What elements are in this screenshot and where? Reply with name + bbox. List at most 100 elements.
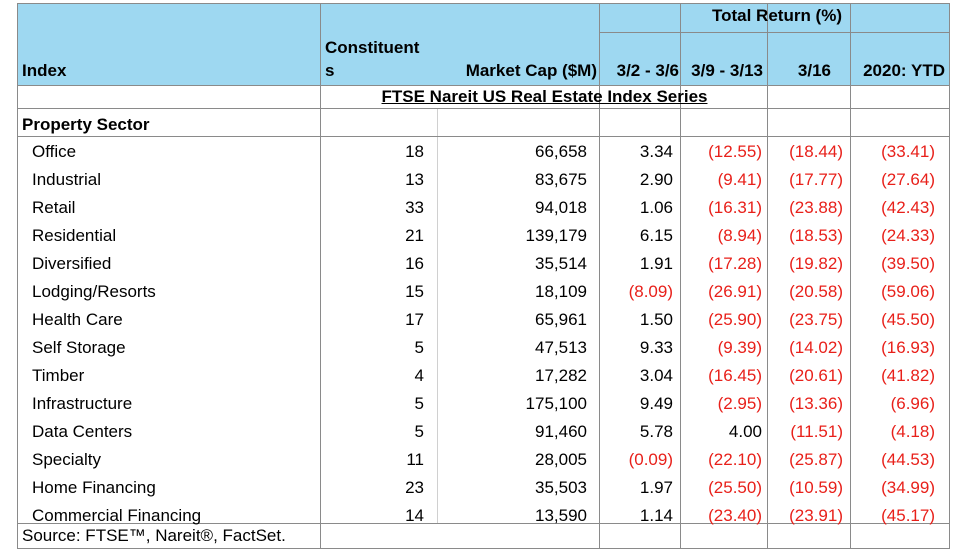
cell-market-cap: 91,460	[535, 422, 587, 441]
cell-r4: (4.18)	[890, 422, 935, 441]
cell-constituents: 11	[406, 450, 424, 469]
cell-constituents: 5	[414, 338, 424, 357]
period-header-2: 3/9 - 3/13	[691, 61, 763, 80]
cell-r3: (19.82)	[789, 254, 843, 273]
period-header-3: 3/16	[797, 61, 831, 80]
grid-vline	[17, 3, 18, 549]
grid-hline	[17, 108, 950, 109]
cell-r3: (18.44)	[789, 142, 843, 161]
grid-hline	[17, 548, 950, 549]
cell-r3: (11.51)	[790, 422, 843, 441]
constituents-header-line1: Constituent	[325, 38, 420, 57]
cell-r4: (59.06)	[881, 282, 935, 301]
cell-r2: (25.90)	[708, 310, 762, 329]
row-label: Data Centers	[32, 422, 133, 441]
row-label: Infrastructure	[32, 394, 133, 413]
cell-constituents: 23	[405, 478, 424, 497]
cell-r3: (13.36)	[789, 394, 843, 413]
grid-hline	[17, 523, 950, 524]
cell-r1: 9.49	[639, 394, 673, 413]
cell-r3: (20.58)	[789, 282, 843, 301]
cell-r2: (26.91)	[708, 282, 762, 301]
cell-constituents: 18	[405, 142, 424, 161]
cell-market-cap: 35,503	[535, 478, 587, 497]
cell-constituents: 33	[405, 198, 424, 217]
cell-r1: 3.34	[639, 142, 673, 161]
cell-r3: (10.59)	[789, 478, 843, 497]
cell-r1: 6.15	[639, 226, 673, 245]
grid-vline-inner	[437, 108, 438, 523]
cell-constituents: 5	[414, 394, 424, 413]
cell-r1: 5.78	[639, 422, 673, 441]
cell-market-cap: 35,514	[535, 254, 587, 273]
row-label: Specialty	[32, 450, 101, 469]
cell-r2: (25.50)	[708, 478, 762, 497]
cell-r2: (12.55)	[708, 142, 762, 161]
cell-r4: (27.64)	[881, 170, 935, 189]
cell-r4: (33.41)	[881, 142, 935, 161]
total-return-header: Total Return (%)	[711, 6, 842, 25]
returns-table: Total Return (%) Index Constituent s Mar…	[17, 3, 950, 549]
cell-r3: (20.61)	[789, 366, 843, 385]
cell-constituents: 13	[405, 170, 424, 189]
index-header: Index	[22, 61, 67, 80]
cell-r1: 1.14	[639, 506, 673, 525]
cell-r3: (23.75)	[789, 310, 843, 329]
grid-vline	[680, 3, 681, 549]
cell-constituents: 21	[405, 226, 424, 245]
row-label: Timber	[32, 366, 85, 385]
row-label: Office	[32, 142, 77, 161]
cell-market-cap: 65,961	[535, 310, 587, 329]
cell-r1: 1.97	[639, 478, 673, 497]
row-label: Self Storage	[32, 338, 126, 357]
grid-vline	[767, 3, 768, 549]
source-note: Source: FTSE™, Nareit®, FactSet.	[22, 526, 286, 545]
cell-r4: (42.43)	[881, 198, 935, 217]
row-label: Health Care	[32, 310, 123, 329]
cell-r4: (45.17)	[881, 506, 935, 525]
cell-r2: (16.45)	[708, 366, 762, 385]
cell-r3: (17.77)	[789, 170, 843, 189]
grid-hline	[17, 85, 950, 86]
cell-r4: (41.82)	[881, 366, 935, 385]
header-band	[17, 3, 950, 85]
row-label: Residential	[32, 226, 117, 245]
cell-constituents: 15	[405, 282, 424, 301]
period-header-1: 3/2 - 3/6	[616, 61, 679, 80]
row-label: Lodging/Resorts	[32, 282, 156, 301]
cell-r3: (14.02)	[789, 338, 843, 357]
market-cap-header: Market Cap ($M)	[465, 61, 597, 80]
cell-r4: (34.99)	[881, 478, 935, 497]
cell-r2: (8.94)	[717, 226, 762, 245]
cell-r3: (25.87)	[789, 450, 843, 469]
cell-r2: (16.31)	[708, 198, 762, 217]
cell-r2: (22.10)	[708, 450, 762, 469]
grid-vline	[599, 3, 600, 549]
cell-market-cap: 83,675	[535, 170, 587, 189]
series-title: FTSE Nareit US Real Estate Index Series	[381, 87, 708, 106]
row-label: Diversified	[32, 254, 112, 273]
row-label: Retail	[32, 198, 76, 217]
row-label: Industrial	[32, 170, 101, 189]
cell-market-cap: 66,658	[535, 142, 587, 161]
grid-vline	[320, 3, 321, 549]
cell-r1: 1.06	[639, 198, 673, 217]
cell-r2: (23.40)	[708, 506, 762, 525]
section-label: Property Sector	[22, 115, 150, 134]
cell-r3: (18.53)	[789, 226, 843, 245]
grid-hline	[17, 3, 950, 4]
cell-market-cap: 94,018	[535, 198, 587, 217]
cell-constituents: 16	[405, 254, 424, 273]
cell-market-cap: 175,100	[525, 394, 587, 413]
cell-r2: (17.28)	[708, 254, 762, 273]
cell-r1: 1.50	[639, 310, 673, 329]
row-label: Commercial Financing	[32, 506, 202, 525]
cell-r4: (45.50)	[881, 310, 935, 329]
grid-hline	[599, 32, 950, 33]
cell-r2: (2.95)	[717, 394, 762, 413]
period-header-4: 2020: YTD	[863, 61, 945, 80]
cell-market-cap: 13,590	[535, 506, 587, 525]
cell-constituents: 14	[405, 506, 424, 525]
cell-constituents: 4	[414, 366, 424, 385]
cell-r4: (44.53)	[881, 450, 935, 469]
